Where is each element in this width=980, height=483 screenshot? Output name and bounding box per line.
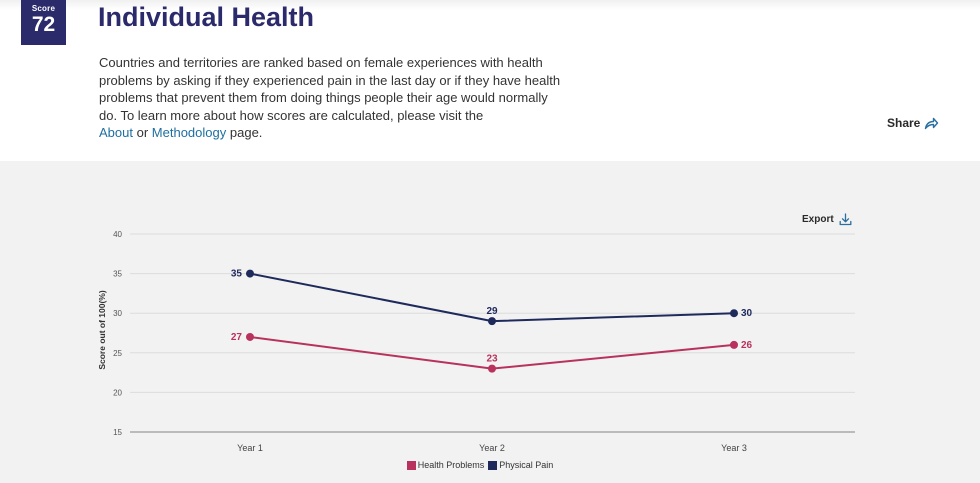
score-badge: Score 72 bbox=[21, 0, 66, 45]
y-axis-title: Score out of 100(%) bbox=[97, 290, 107, 370]
data-label: 23 bbox=[486, 354, 498, 365]
share-label: Share bbox=[887, 116, 921, 130]
data-point bbox=[730, 340, 738, 349]
score-label: Score bbox=[31, 4, 56, 13]
y-tick-label: 30 bbox=[113, 309, 122, 318]
top-shadow bbox=[0, 0, 980, 10]
header-section bbox=[0, 0, 980, 161]
share-icon bbox=[925, 117, 939, 129]
data-label: 27 bbox=[231, 332, 243, 343]
methodology-link[interactable]: Methodology bbox=[151, 125, 227, 141]
page-text: page. bbox=[229, 125, 263, 141]
y-tick-label: 40 bbox=[113, 230, 122, 239]
about-link[interactable]: About bbox=[99, 125, 133, 141]
y-tick-label: 20 bbox=[113, 388, 122, 397]
data-point bbox=[488, 364, 496, 373]
score-value: 72 bbox=[31, 13, 56, 36]
description-text: Countries and territories are ranked bas… bbox=[99, 55, 561, 123]
description: Countries and territories are ranked bas… bbox=[99, 54, 569, 142]
x-tick-label: Year 1 bbox=[237, 443, 263, 453]
y-tick-label: 35 bbox=[113, 270, 122, 279]
x-tick-label: Year 3 bbox=[721, 443, 747, 453]
data-point bbox=[246, 332, 254, 341]
data-label: 30 bbox=[741, 308, 753, 319]
legend-label-physical-pain: Physical Pain bbox=[499, 460, 554, 470]
chart-legend: Health Problems Physical Pain bbox=[0, 460, 960, 470]
y-tick-label: 15 bbox=[113, 428, 122, 437]
legend-item-health-problems[interactable]: Health Problems bbox=[406, 460, 485, 470]
download-icon bbox=[839, 213, 852, 226]
data-point bbox=[488, 317, 496, 326]
legend-label-health-problems: Health Problems bbox=[417, 460, 485, 470]
legend-item-physical-pain[interactable]: Physical Pain bbox=[488, 460, 553, 470]
share-button[interactable]: Share bbox=[887, 114, 939, 132]
export-label: Export bbox=[802, 214, 834, 225]
or-text: or bbox=[136, 125, 149, 141]
data-point bbox=[246, 269, 254, 278]
x-tick-label: Year 2 bbox=[479, 443, 505, 453]
page-title: Individual Health bbox=[98, 2, 315, 32]
data-point bbox=[730, 309, 738, 318]
export-button[interactable]: Export bbox=[802, 213, 852, 226]
legend-swatch-physical-pain bbox=[488, 460, 498, 470]
data-label: 35 bbox=[231, 269, 243, 280]
data-label: 26 bbox=[741, 340, 753, 351]
data-label: 29 bbox=[486, 306, 498, 317]
legend-swatch-health-problems bbox=[406, 460, 416, 470]
y-tick-label: 25 bbox=[113, 349, 122, 358]
